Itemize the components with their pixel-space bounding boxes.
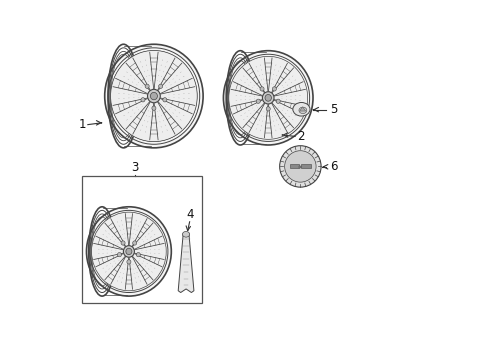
- Bar: [299, 166, 301, 168]
- Ellipse shape: [126, 248, 132, 255]
- Text: 4: 4: [186, 208, 194, 221]
- Ellipse shape: [105, 44, 203, 148]
- Ellipse shape: [111, 50, 197, 141]
- Polygon shape: [301, 164, 311, 168]
- Ellipse shape: [256, 99, 260, 103]
- Ellipse shape: [223, 51, 313, 145]
- Polygon shape: [178, 234, 194, 293]
- Polygon shape: [290, 164, 299, 168]
- Ellipse shape: [147, 89, 160, 103]
- Ellipse shape: [229, 57, 308, 139]
- Ellipse shape: [145, 84, 149, 89]
- Ellipse shape: [265, 94, 271, 101]
- Ellipse shape: [121, 241, 125, 245]
- Text: 5: 5: [330, 103, 337, 116]
- Ellipse shape: [150, 93, 157, 100]
- Ellipse shape: [263, 92, 274, 104]
- Ellipse shape: [163, 98, 167, 102]
- Circle shape: [285, 151, 316, 182]
- Ellipse shape: [266, 107, 270, 111]
- Text: 1: 1: [78, 118, 86, 131]
- Ellipse shape: [118, 252, 122, 257]
- Text: 6: 6: [330, 160, 337, 173]
- Ellipse shape: [276, 99, 280, 103]
- Text: 2: 2: [297, 130, 305, 143]
- Ellipse shape: [152, 106, 156, 110]
- Ellipse shape: [136, 252, 140, 257]
- Ellipse shape: [293, 103, 310, 116]
- Ellipse shape: [141, 98, 145, 102]
- Ellipse shape: [182, 231, 190, 237]
- Ellipse shape: [123, 246, 134, 257]
- Ellipse shape: [159, 84, 163, 89]
- Ellipse shape: [133, 241, 137, 245]
- Bar: [82, 176, 202, 303]
- Ellipse shape: [92, 212, 166, 291]
- Ellipse shape: [260, 87, 264, 91]
- Circle shape: [280, 146, 321, 187]
- Ellipse shape: [127, 260, 131, 264]
- Ellipse shape: [272, 87, 276, 91]
- Polygon shape: [300, 107, 306, 111]
- Text: 3: 3: [132, 161, 139, 174]
- Ellipse shape: [86, 207, 172, 296]
- Ellipse shape: [299, 107, 307, 113]
